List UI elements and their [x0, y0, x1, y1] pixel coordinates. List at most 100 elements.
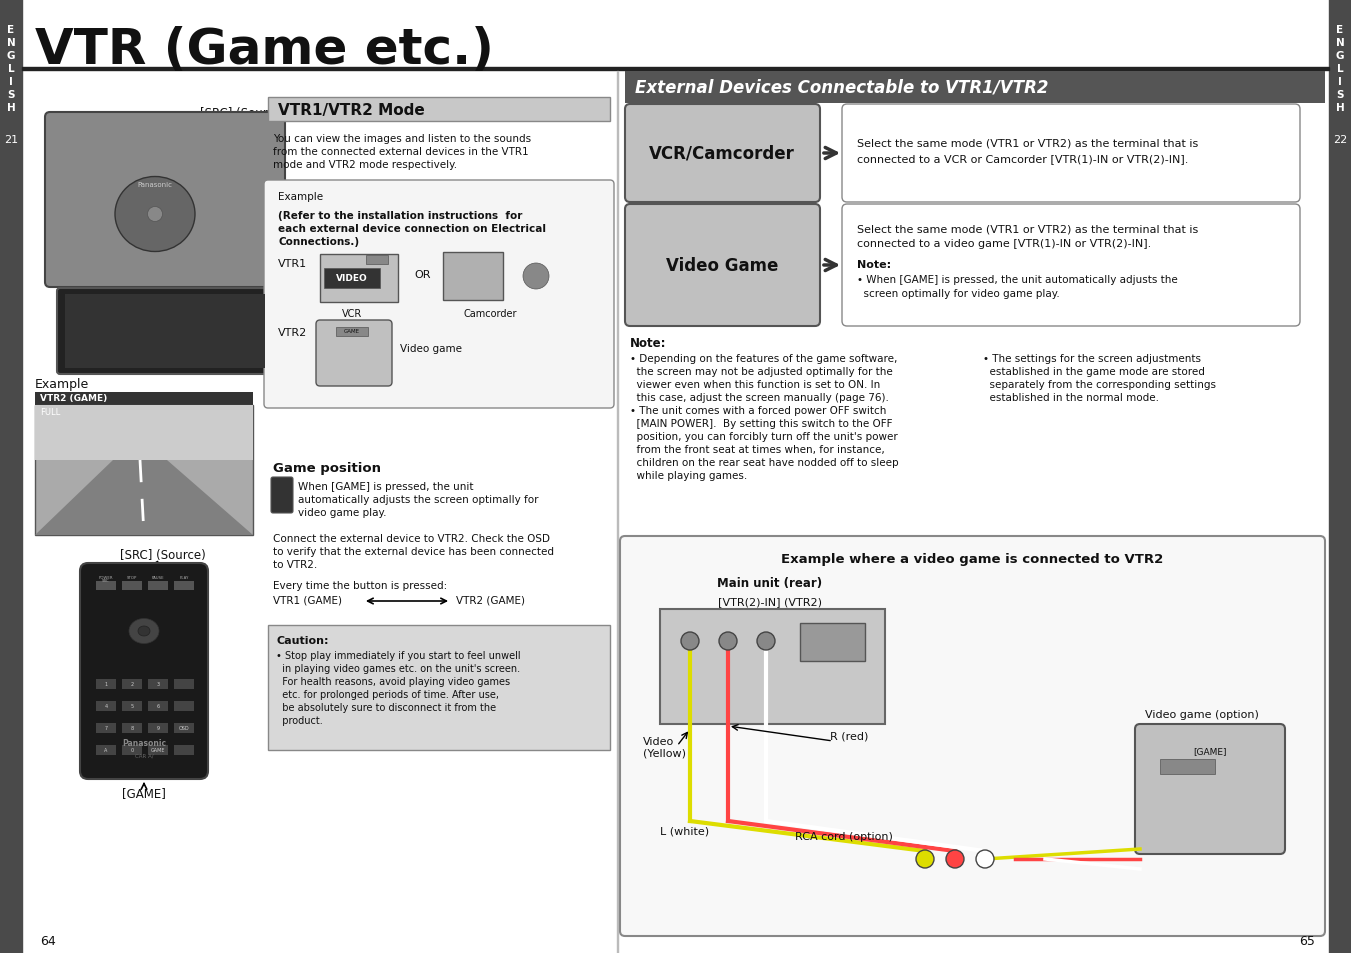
Text: FULL: FULL: [41, 408, 61, 416]
Text: N: N: [7, 38, 15, 48]
Text: STOP: STOP: [127, 576, 138, 579]
Bar: [122, 723, 142, 733]
Bar: [661, 609, 885, 724]
Text: VTR (Game etc.): VTR (Game etc.): [35, 26, 494, 74]
Text: VTR1/VTR2 Mode: VTR1/VTR2 Mode: [278, 102, 424, 117]
FancyBboxPatch shape: [620, 537, 1325, 936]
Text: S: S: [7, 90, 15, 100]
Text: 5: 5: [131, 703, 134, 709]
Text: • The settings for the screen adjustments: • The settings for the screen adjustment…: [984, 354, 1201, 364]
Text: 9: 9: [157, 726, 159, 731]
Text: Video game (option): Video game (option): [1146, 709, 1259, 720]
Text: 0: 0: [131, 748, 134, 753]
Text: Note:: Note:: [857, 260, 892, 270]
Text: this case, adjust the screen manually (page 76).: this case, adjust the screen manually (p…: [630, 393, 889, 402]
FancyBboxPatch shape: [842, 105, 1300, 203]
Text: Press [SRC] (Source) to change to VTR1 or VTR2: Press [SRC] (Source) to change to VTR1 o…: [273, 186, 524, 195]
Circle shape: [681, 633, 698, 650]
Bar: [96, 701, 116, 711]
Text: Video Game: Video Game: [666, 256, 778, 274]
Ellipse shape: [128, 618, 159, 644]
Text: connected to a video game [VTR(1)-IN or VTR(2)-IN].: connected to a video game [VTR(1)-IN or …: [857, 239, 1151, 249]
FancyBboxPatch shape: [45, 112, 285, 288]
Text: automatically adjusts the screen optimally for: automatically adjusts the screen optimal…: [299, 495, 539, 504]
Text: OR: OR: [415, 270, 431, 280]
Text: the screen may not be adjusted optimally for the: the screen may not be adjusted optimally…: [630, 367, 893, 376]
Bar: [35, 406, 253, 536]
Bar: [122, 581, 142, 590]
Bar: [174, 581, 195, 590]
Text: S: S: [1336, 90, 1344, 100]
Bar: [96, 723, 116, 733]
Text: 2: 2: [131, 681, 134, 687]
Bar: [96, 745, 116, 755]
Bar: [267, 98, 611, 122]
Text: 4: 4: [104, 703, 108, 709]
Circle shape: [975, 850, 994, 868]
Text: Connections.): Connections.): [278, 236, 359, 247]
Text: established in the normal mode.: established in the normal mode.: [984, 393, 1159, 402]
Text: from the connected external devices in the VTR1: from the connected external devices in t…: [273, 147, 528, 157]
Text: 65: 65: [1300, 935, 1315, 947]
Text: When [GAME] is pressed, the unit: When [GAME] is pressed, the unit: [299, 481, 473, 492]
Text: [VTR(2)-IN] (VTR2): [VTR(2)-IN] (VTR2): [717, 597, 821, 606]
Bar: [122, 745, 142, 755]
FancyBboxPatch shape: [316, 320, 392, 387]
Text: For health reasons, avoid playing video games: For health reasons, avoid playing video …: [276, 677, 511, 686]
Text: from the front seat at times when, for instance,: from the front seat at times when, for i…: [630, 444, 885, 455]
Bar: [149, 723, 168, 733]
Text: Camcorder: Camcorder: [463, 309, 516, 318]
Text: VTR1 (GAME): VTR1 (GAME): [273, 596, 342, 605]
Text: You can view the images and listen to the sounds: You can view the images and listen to th…: [273, 133, 531, 144]
FancyBboxPatch shape: [272, 477, 293, 514]
Text: PAUSE: PAUSE: [151, 576, 165, 579]
Text: viewer even when this function is set to ON. In: viewer even when this function is set to…: [630, 379, 881, 390]
Text: Panasonic: Panasonic: [138, 182, 173, 188]
Bar: [122, 701, 142, 711]
Text: Connect the external device to VTR2. Check the OSD: Connect the external device to VTR2. Che…: [273, 534, 550, 543]
Text: L: L: [1336, 64, 1343, 74]
Text: Every time the button is pressed:: Every time the button is pressed:: [273, 580, 447, 590]
Bar: [267, 625, 611, 750]
Text: [SRC] (Source): [SRC] (Source): [200, 107, 286, 119]
Text: VCR/Camcorder: VCR/Camcorder: [648, 145, 794, 163]
Text: H: H: [1336, 103, 1344, 112]
Bar: [1161, 760, 1215, 774]
Text: 21: 21: [4, 135, 18, 145]
FancyBboxPatch shape: [263, 181, 613, 409]
Text: R (red): R (red): [830, 731, 869, 741]
Text: External Devices Connectable to VTR1/VTR2: External Devices Connectable to VTR1/VTR…: [635, 79, 1048, 97]
Text: VTR2 (GAME): VTR2 (GAME): [41, 395, 107, 403]
Text: separately from the corresponding settings: separately from the corresponding settin…: [984, 379, 1216, 390]
Bar: [320, 254, 399, 303]
Text: A: A: [104, 748, 108, 753]
Ellipse shape: [147, 208, 162, 222]
Bar: [336, 328, 367, 336]
Text: Video
(Yellow): Video (Yellow): [643, 737, 686, 758]
Ellipse shape: [138, 626, 150, 637]
Text: while playing games.: while playing games.: [630, 471, 747, 480]
Text: VTR2 (GAME): VTR2 (GAME): [457, 596, 526, 605]
Bar: [149, 701, 168, 711]
Text: VTR2: VTR2: [278, 328, 307, 337]
Bar: [65, 294, 265, 369]
Bar: [96, 581, 116, 590]
FancyBboxPatch shape: [1135, 724, 1285, 854]
Text: connected to a VCR or Camcorder [VTR(1)-IN or VTR(2)-IN].: connected to a VCR or Camcorder [VTR(1)-…: [857, 153, 1189, 164]
Text: [GAME]: [GAME]: [1193, 747, 1227, 756]
Text: 64: 64: [41, 935, 55, 947]
Text: Example: Example: [35, 378, 89, 391]
Text: L: L: [8, 64, 15, 74]
Text: Example where a video game is connected to VTR2: Example where a video game is connected …: [781, 553, 1163, 566]
Text: children on the rear seat have nodded off to sleep: children on the rear seat have nodded of…: [630, 457, 898, 468]
Text: 7: 7: [104, 726, 108, 731]
Ellipse shape: [115, 177, 195, 253]
FancyBboxPatch shape: [80, 563, 208, 780]
Text: 22: 22: [1333, 135, 1347, 145]
Bar: [174, 701, 195, 711]
Text: G: G: [7, 51, 15, 61]
Polygon shape: [35, 460, 253, 536]
Text: Note:: Note:: [630, 336, 666, 350]
Text: position, you can forcibly turn off the unit's power: position, you can forcibly turn off the …: [630, 432, 898, 441]
Text: VCR: VCR: [342, 309, 362, 318]
